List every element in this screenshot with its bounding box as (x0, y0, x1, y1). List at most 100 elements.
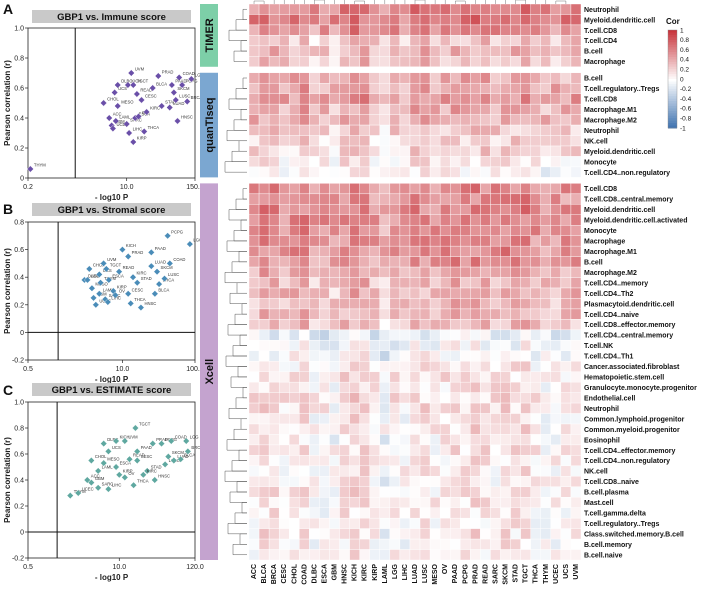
heatmap-cell (429, 319, 441, 331)
heatmap-cell (419, 135, 431, 147)
heatmap-cell (429, 361, 441, 372)
heatmap-cell (460, 103, 471, 115)
heatmap-cell (490, 329, 501, 341)
heatmap-cell (339, 266, 350, 278)
heatmap-cell (268, 204, 280, 215)
heatmap-cell (248, 392, 260, 404)
heatmap-cell (299, 83, 310, 94)
heatmap-cell (540, 145, 552, 157)
dendrogram-branch (239, 334, 247, 346)
dendrogram-branch (232, 544, 247, 556)
point-label: SKCM (172, 450, 185, 455)
heatmap-cell (570, 329, 582, 341)
heatmap-cell (369, 72, 380, 84)
heatmap-cell (490, 497, 501, 508)
heatmap-cell (500, 486, 511, 498)
heatmap-cell (289, 549, 300, 561)
heatmap-cell (550, 135, 562, 147)
point-label: BLCA (158, 287, 169, 292)
point-label: UVM (128, 435, 138, 440)
heatmap-cell (419, 277, 431, 289)
heatmap-cell (369, 3, 380, 15)
heatmap-cell (329, 35, 340, 47)
heatmap-cell (419, 193, 431, 205)
dendrogram-branch (225, 355, 247, 367)
heatmap-cell (510, 166, 521, 178)
heatmap-cell (560, 549, 572, 561)
heatmap-cell (520, 434, 531, 446)
legend-swatch (668, 125, 677, 129)
column-dendrogram-branch (495, 0, 506, 4)
data-point (97, 279, 105, 287)
heatmap-cell (319, 14, 330, 26)
heatmap-cell (349, 183, 360, 195)
heatmap-cell (520, 214, 531, 226)
column-label: LGG (392, 563, 399, 579)
heatmap-cell (299, 214, 310, 226)
heatmap-cell (520, 204, 531, 215)
heatmap-cell (379, 24, 391, 36)
heatmap-cell (570, 93, 582, 105)
heatmap-cell (329, 56, 340, 67)
heatmap-cell (258, 35, 270, 47)
heatmap-cell (470, 103, 481, 115)
heatmap-cell (560, 24, 572, 36)
y-axis-label: Pearson correlation (r) (3, 437, 12, 523)
heatmap-cell (490, 124, 501, 136)
heatmap-cell (289, 308, 300, 320)
heatmap-cell (319, 507, 330, 519)
heatmap-cell (490, 166, 501, 178)
data-point (83, 276, 91, 284)
heatmap-cell (439, 308, 451, 320)
heatmap-cell (439, 340, 451, 351)
panel-letter-c: C (3, 382, 13, 398)
heatmap-cell (278, 329, 290, 341)
heatmap-cell (339, 83, 350, 94)
heatmap-cell (530, 434, 541, 446)
heatmap-cell (329, 124, 340, 136)
heatmap-cell (450, 517, 461, 529)
heatmap-cell (419, 392, 431, 404)
x-tick-label: 100.0 (186, 366, 204, 373)
heatmap-cell (510, 93, 521, 105)
legend-tick: 0.4 (680, 57, 689, 64)
point-label: CESC (141, 454, 153, 459)
heatmap-cell (299, 308, 310, 320)
column-label: KIRP (372, 564, 379, 581)
heatmap-cell (520, 340, 531, 351)
heatmap-cell (359, 476, 370, 487)
data-point (112, 437, 120, 445)
heatmap-cell (460, 277, 471, 289)
heatmap-cell (480, 497, 491, 508)
heatmap-cell (299, 465, 310, 477)
heatmap-cell (309, 517, 320, 529)
heatmap-cell (258, 83, 270, 94)
heatmap-cell (510, 45, 521, 57)
dendrogram-branch (234, 313, 247, 325)
heatmap-cell (389, 507, 401, 519)
plot-frame (27, 27, 196, 179)
heatmap-cell (369, 507, 380, 519)
column-dendrogram-branch (253, 0, 265, 4)
heatmap-cell (560, 83, 572, 94)
heatmap-cell (419, 528, 431, 540)
heatmap-cell (339, 465, 350, 477)
heatmap-cell (530, 444, 541, 456)
heatmap-cell (490, 156, 501, 168)
heatmap-cell (419, 72, 431, 84)
heatmap-cell (399, 156, 411, 168)
heatmap-cell (359, 256, 370, 268)
heatmap-cell (409, 45, 421, 57)
heatmap-cell (349, 204, 360, 215)
heatmap-cell (389, 329, 401, 341)
heatmap-cell (560, 266, 572, 278)
heatmap-cell (429, 93, 441, 105)
column-dendrogram-branch (314, 0, 325, 4)
heatmap-cell (460, 486, 471, 498)
heatmap-cell (429, 166, 441, 178)
dendrogram-branch (240, 40, 247, 52)
point-label: CESC (145, 94, 157, 99)
heatmap-cell (248, 465, 260, 477)
heatmap-cell (379, 308, 391, 320)
heatmap-cell (450, 434, 461, 446)
